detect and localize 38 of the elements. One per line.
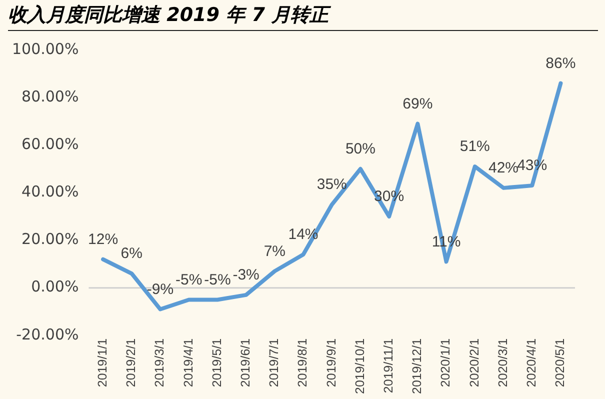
- data-label: 69%: [402, 95, 433, 112]
- x-tick-label: 2020/5/1: [553, 338, 568, 388]
- y-tick-label: 0.00%: [31, 278, 79, 296]
- x-tick-label: 2019/1/1: [95, 338, 110, 388]
- x-tick-label: 2019/10/1: [352, 338, 367, 394]
- data-label: -5%: [204, 271, 231, 288]
- data-label: 86%: [546, 54, 576, 72]
- x-tick-label: 2019/5/1: [210, 338, 224, 388]
- chart-title: 收入月度同比增速 2019 年 7 月转正: [8, 0, 598, 31]
- data-label: 51%: [460, 138, 490, 156]
- y-tick-label: 100.00%: [12, 40, 79, 58]
- x-tick-label: 2019/4/1: [181, 338, 196, 388]
- data-label: 6%: [120, 245, 142, 262]
- x-tick-label: 2019/3/1: [152, 338, 167, 388]
- x-tick-label: 2019/7/1: [267, 338, 282, 388]
- y-tick-label: -20.00%: [16, 325, 79, 344]
- x-tick-label: 2020/2/1: [467, 338, 482, 388]
- x-tick-label: 2019/8/1: [296, 338, 310, 388]
- x-tick-label: 2019/2/1: [124, 338, 138, 388]
- data-label: 50%: [345, 140, 376, 158]
- x-tick-label: 2020/1/1: [438, 338, 453, 388]
- x-tick-label: 2019/9/1: [324, 338, 338, 388]
- data-label: -3%: [232, 266, 260, 284]
- data-label: 7%: [264, 242, 286, 260]
- x-tick-label: 2019/12/1: [410, 338, 424, 394]
- data-label: 35%: [316, 176, 347, 194]
- y-tick-label: 40.00%: [22, 182, 79, 201]
- y-tick-label: 60.00%: [22, 135, 79, 154]
- y-tick-label: 20.00%: [22, 230, 79, 248]
- data-label: -5%: [176, 271, 202, 288]
- data-label: 42%: [488, 160, 519, 177]
- x-tick-label: 2019/11/1: [382, 338, 396, 394]
- x-tick-label: 2019/6/1: [238, 338, 253, 388]
- x-tick-label: 2020/3/1: [496, 338, 510, 388]
- data-label: 12%: [88, 230, 118, 248]
- x-tick-label: 2020/4/1: [524, 338, 539, 388]
- data-label: -9%: [146, 280, 174, 298]
- y-tick-label: 80.00%: [22, 87, 79, 106]
